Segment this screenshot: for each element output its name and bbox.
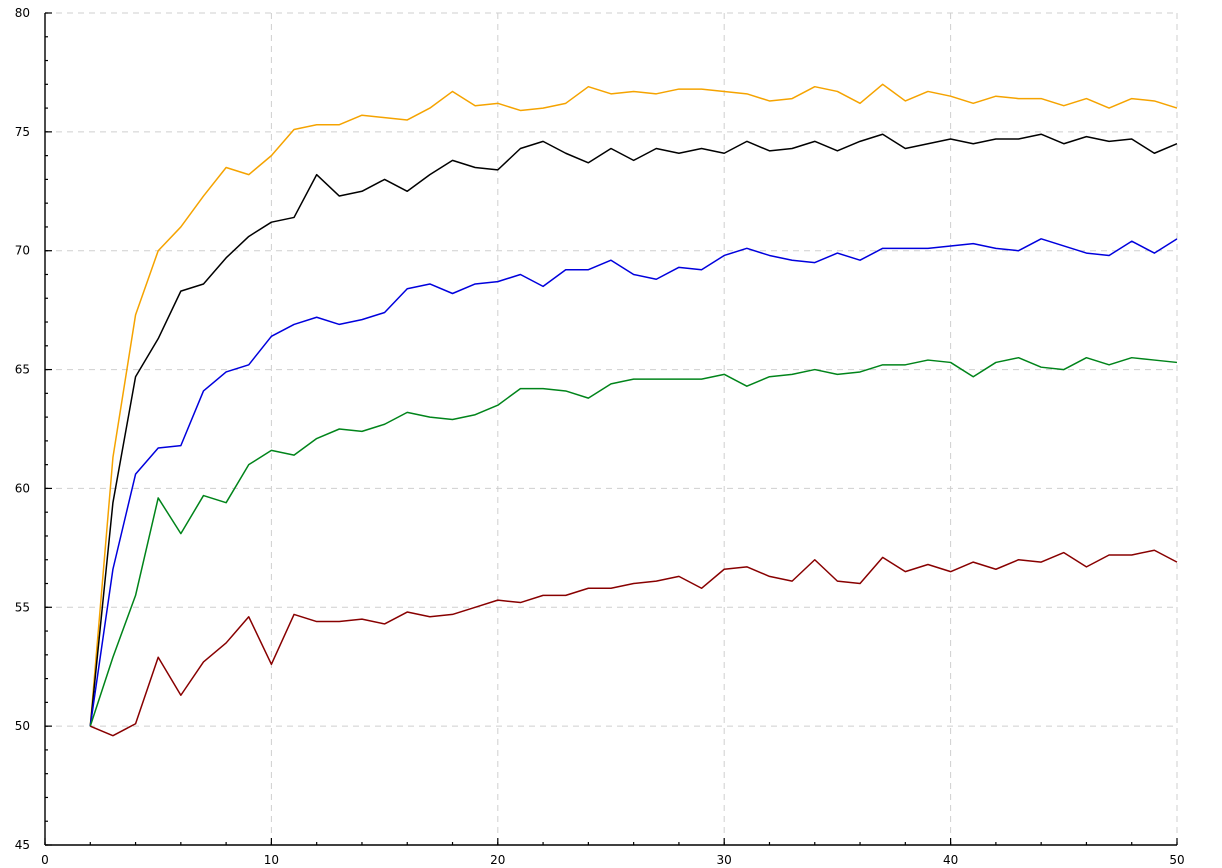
y-tick-label-60: 60: [15, 481, 30, 495]
y-tick-label-75: 75: [15, 125, 30, 139]
y-tick-label-70: 70: [15, 244, 30, 258]
x-tick-label-20: 20: [490, 853, 505, 867]
series-line-1: [89, 83, 1178, 727]
series-line-4: [89, 356, 1178, 727]
chart-series: [89, 83, 1178, 737]
y-tick-label-80: 80: [15, 6, 30, 20]
series-line-3: [89, 238, 1178, 727]
x-tick-label-0: 0: [41, 853, 49, 867]
chart-grid: [45, 12, 1178, 845]
chart-tick-labels: 0 10 20 30 40 50 45 50 55 60 65 70 75 80: [15, 6, 1185, 867]
series-line-2: [89, 133, 1178, 727]
x-tick-label-40: 40: [943, 853, 958, 867]
y-tick-label-45: 45: [15, 838, 30, 852]
chart-axes: [44, 12, 1178, 846]
y-tick-label-65: 65: [15, 363, 30, 377]
x-tick-label-50: 50: [1169, 853, 1184, 867]
y-tick-label-55: 55: [15, 600, 30, 614]
x-tick-label-30: 30: [717, 853, 732, 867]
y-tick-label-50: 50: [15, 719, 30, 733]
x-tick-label-10: 10: [264, 853, 279, 867]
series-line-5: [89, 549, 1178, 737]
